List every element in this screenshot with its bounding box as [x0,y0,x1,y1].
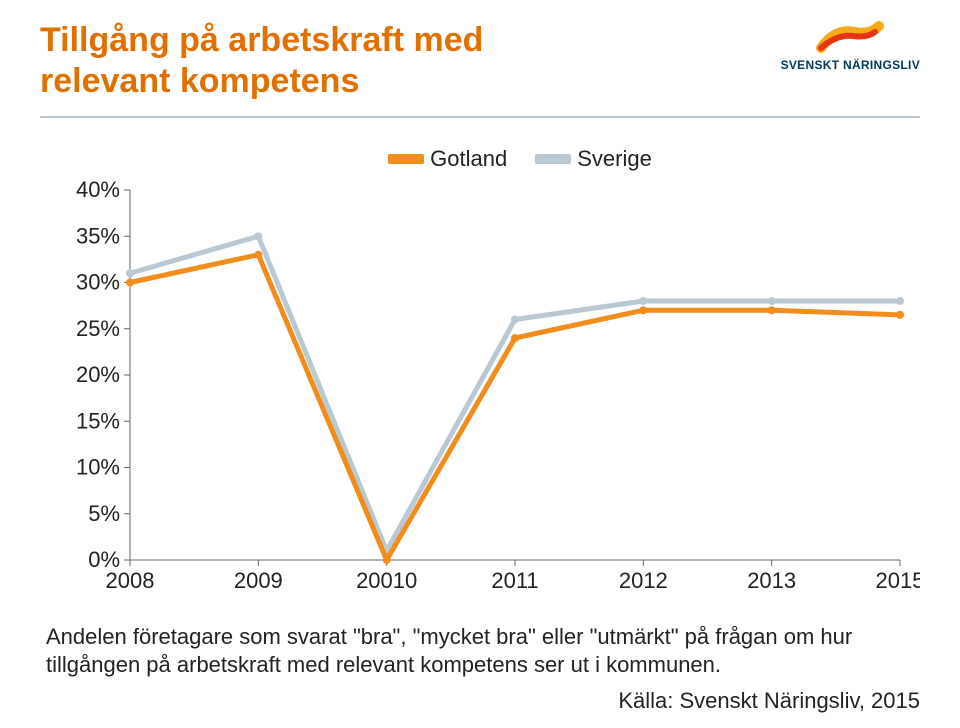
data-point [639,306,647,314]
line-chart: 0%5%10%15%20%25%30%35%40%200820092001020… [60,180,920,600]
legend-swatch [388,154,424,164]
legend-item: Sverige [535,146,652,172]
title-line-2: relevant kompetens [40,62,359,100]
x-tick-label: 2015 [876,568,920,593]
y-tick-label: 40% [76,180,120,202]
legend: Gotland Sverige [120,146,920,172]
logo-icon [815,18,885,56]
x-tick-label: 2013 [747,568,796,593]
data-point [639,297,647,305]
legend-swatch [535,154,571,164]
data-point [511,334,519,342]
data-point [511,315,519,323]
y-tick-label: 30% [76,269,120,294]
legend-label: Gotland [430,146,507,172]
x-tick-label: 2012 [619,568,668,593]
x-tick-label: 2011 [491,568,538,593]
legend-label: Sverige [577,146,652,172]
data-point [896,297,904,305]
y-tick-label: 35% [76,223,120,248]
x-tick-label: 2009 [234,568,283,593]
data-point [383,556,391,564]
data-point [896,310,904,318]
divider [40,116,920,118]
logo-text: SVENSKT NÄRINGSLIV [781,58,920,72]
legend-item: Gotland [388,146,507,172]
data-point [768,306,776,314]
y-tick-label: 20% [76,362,120,387]
source-citation: Källa: Svenskt Näringsliv, 2015 [618,688,920,714]
logo: SVENSKT NÄRINGSLIV [781,18,920,72]
y-tick-label: 5% [88,500,120,525]
data-point [768,297,776,305]
x-tick-label: 2008 [106,568,155,593]
y-tick-label: 15% [76,408,120,433]
y-tick-label: 25% [76,315,120,340]
line-series [130,236,900,551]
x-tick-label: 20010 [356,568,417,593]
data-point [254,250,262,258]
title-line-1: Tillgång på arbetskraft med [40,21,483,59]
y-tick-label: 10% [76,454,120,479]
data-point [126,269,134,277]
data-point [254,232,262,240]
chart-container: GotlandSverige 0%5%10%15%20%25%30%35%40%… [60,146,920,605]
data-point [126,278,134,286]
chart-description: Andelen företagare som svarat "bra", "my… [46,623,920,680]
